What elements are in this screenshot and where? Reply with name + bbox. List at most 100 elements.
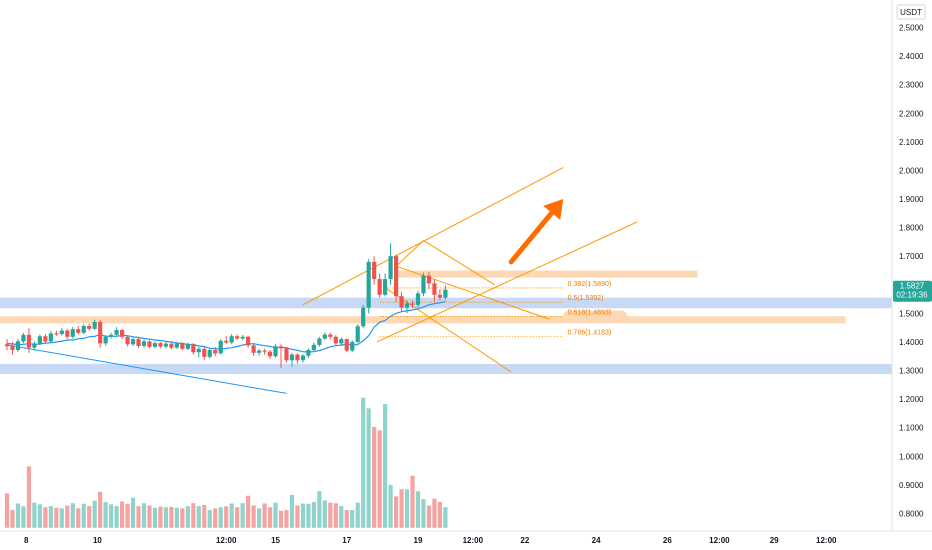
candle-body	[426, 275, 432, 284]
volume-bar	[32, 502, 37, 528]
volume-bar	[163, 507, 169, 528]
volume-bar	[311, 502, 316, 528]
volume-bar	[289, 494, 295, 528]
volume-bar	[246, 495, 251, 528]
candle-body	[196, 348, 201, 353]
fib-level-label: 0.618(1.4893)	[568, 309, 612, 316]
candle-body	[421, 275, 426, 294]
x-tick-label: 15	[271, 536, 280, 545]
volume-bar	[240, 503, 245, 528]
volume-bar	[196, 506, 201, 528]
volume-bar	[48, 506, 53, 528]
y-tick-label: 2.1000	[899, 138, 924, 147]
last-price-value: 1.5827	[900, 282, 925, 291]
candle-body	[339, 339, 344, 344]
fib-level-label: 0.786(1.4183)	[568, 330, 612, 337]
volume-bar	[235, 507, 240, 528]
volume-bar	[399, 489, 404, 528]
volume-bar	[306, 503, 311, 528]
candle-body	[185, 344, 190, 349]
volume-bar	[59, 508, 64, 528]
candle-body	[130, 339, 136, 345]
volume-bar	[81, 503, 86, 528]
x-tick-label: 24	[592, 536, 601, 545]
candle-body	[180, 343, 185, 349]
y-tick-label: 2.0000	[899, 166, 924, 175]
y-tick-label: 1.4000	[899, 338, 924, 347]
volume-bar	[372, 426, 377, 528]
zones-layer	[0, 270, 892, 374]
volume-bar	[278, 510, 284, 528]
candle-body	[152, 343, 158, 347]
candle-body	[114, 329, 119, 335]
candle-body	[136, 339, 141, 346]
candle-body	[262, 350, 267, 352]
volume-bar	[207, 510, 212, 528]
y-tick-label: 0.9000	[899, 481, 924, 490]
volume-bar	[136, 506, 141, 528]
ema-layer	[6, 300, 446, 353]
price-badge-background	[893, 280, 932, 302]
candle-body	[415, 293, 421, 305]
volume-bar	[350, 510, 355, 528]
volume-bar	[43, 507, 48, 528]
volume-bar	[361, 397, 366, 528]
volume-bar	[152, 507, 158, 528]
trend-arrow-shaft	[508, 210, 555, 265]
candle-body	[437, 294, 443, 298]
volume-bar	[141, 503, 147, 528]
volume-bar	[262, 503, 267, 528]
volume-bar	[65, 505, 70, 528]
candle-body	[224, 340, 229, 343]
y-tick-label: 1.9000	[899, 195, 924, 204]
candle-body	[92, 321, 97, 329]
volume-bar	[251, 505, 256, 528]
candle-body	[48, 333, 53, 342]
y-tick-label: 2.3000	[899, 81, 924, 90]
y-tick-label: 2.4000	[899, 52, 924, 61]
candle-body	[289, 354, 295, 361]
volume-bar	[70, 503, 75, 528]
candle-body	[333, 336, 338, 344]
candle-body	[147, 341, 152, 347]
volume-bar	[229, 503, 234, 528]
candle-body	[65, 330, 70, 337]
volume-bar	[273, 502, 278, 528]
volume-bar	[213, 508, 218, 528]
volume-bar	[328, 502, 333, 528]
candle-body	[207, 349, 212, 357]
candle-body	[311, 344, 316, 350]
candle-body	[404, 303, 410, 308]
y-tick-label: 1.0000	[899, 452, 924, 461]
volume-bar	[4, 493, 10, 528]
zone-blue	[0, 297, 892, 309]
trend-line	[395, 265, 550, 320]
volume-bar	[37, 504, 42, 528]
volume-bar	[366, 408, 371, 528]
zone-orange	[0, 316, 846, 324]
candle-body	[328, 334, 333, 337]
candle-body	[300, 355, 306, 361]
candle-body	[240, 336, 245, 339]
x-tick-label: 12:00	[709, 536, 730, 545]
candle-body	[366, 261, 371, 308]
candle-body	[306, 349, 311, 356]
volume-bar	[180, 508, 185, 528]
volume-bar	[103, 502, 108, 528]
volume-bar	[147, 505, 152, 528]
y-tick-label: 2.2000	[899, 109, 924, 118]
trendlines-layer	[6, 167, 638, 394]
x-tick-label: 8	[24, 536, 29, 545]
volume-bar	[98, 491, 103, 528]
arrow-layer	[508, 199, 564, 265]
x-tick-label: 19	[414, 536, 423, 545]
currency-badge[interactable]	[896, 4, 926, 20]
volume-bar	[109, 504, 114, 528]
volume-bar	[300, 503, 306, 528]
candle-body	[81, 325, 86, 333]
candle-body	[125, 336, 130, 345]
volume-bar	[15, 503, 21, 528]
volume-bar	[130, 497, 136, 528]
